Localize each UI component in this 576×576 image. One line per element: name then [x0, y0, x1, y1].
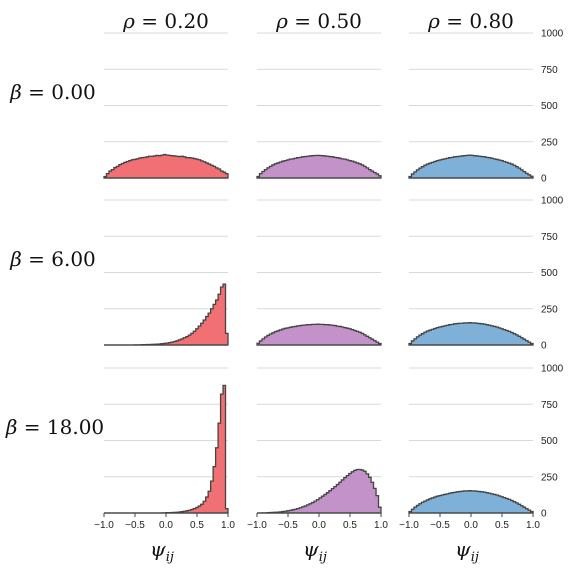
x-tick-label: 0.0: [312, 520, 326, 531]
histogram-r1-c2: [256, 154, 382, 179]
y-tick-label: 0: [541, 341, 547, 352]
y-tick-label: 1000: [541, 29, 564, 40]
row-label: β = 6.00: [9, 247, 96, 271]
y-tick-label: 750: [541, 65, 558, 76]
x-tick-label: −0.5: [278, 520, 298, 531]
column-title: ρ = 0.20: [122, 9, 209, 33]
histogram-r3-c2: [257, 468, 382, 514]
y-tick-label: 250: [541, 472, 558, 483]
x-tick-label: −0.5: [125, 520, 145, 531]
y-tick-label: 750: [541, 400, 558, 411]
x-tick-label: 1.0: [374, 520, 388, 531]
x-tick-label: 0.5: [190, 520, 204, 531]
column-title: ρ = 0.80: [427, 9, 514, 33]
histogram-r2-c2: [256, 323, 382, 346]
x-tick-label: 0.5: [343, 520, 357, 531]
column-title: ρ = 0.50: [275, 9, 362, 33]
y-tick-label: 250: [541, 304, 558, 315]
x-tick-label: 1.0: [526, 520, 540, 531]
y-tick-label: 0: [541, 174, 547, 185]
y-tick-label: 0: [541, 509, 547, 520]
x-tick-label: −1.0: [247, 520, 267, 531]
y-tick-label: 1000: [541, 196, 564, 207]
histogram-r1-c3: [408, 154, 534, 179]
row-label: β = 0.00: [9, 80, 96, 104]
x-tick-label: 0.0: [464, 520, 478, 531]
y-tick-label: 1000: [541, 364, 564, 375]
y-tick-label: 500: [541, 268, 558, 279]
x-axis-label: ψij: [455, 537, 479, 565]
histogram-r1-c1: [103, 153, 229, 179]
histogram-r3-c3: [408, 490, 534, 514]
x-tick-label: −1.0: [94, 520, 114, 531]
x-tick-label: 0.0: [159, 520, 173, 531]
x-axis-label: ψij: [150, 537, 174, 565]
x-axis-label: ψij: [303, 537, 327, 565]
y-tick-label: 500: [541, 101, 558, 112]
row-label: β = 18.00: [5, 415, 104, 439]
y-tick-label: 250: [541, 137, 558, 148]
y-tick-label: 500: [541, 436, 558, 447]
histogram-r2-c1: [104, 283, 229, 346]
x-tick-label: −0.5: [430, 520, 450, 531]
y-tick-label: 750: [541, 232, 558, 243]
histogram-r2-c3: [408, 322, 534, 346]
x-tick-label: 0.5: [495, 520, 509, 531]
x-tick-label: 1.0: [221, 520, 235, 531]
x-tick-label: −1.0: [399, 520, 419, 531]
